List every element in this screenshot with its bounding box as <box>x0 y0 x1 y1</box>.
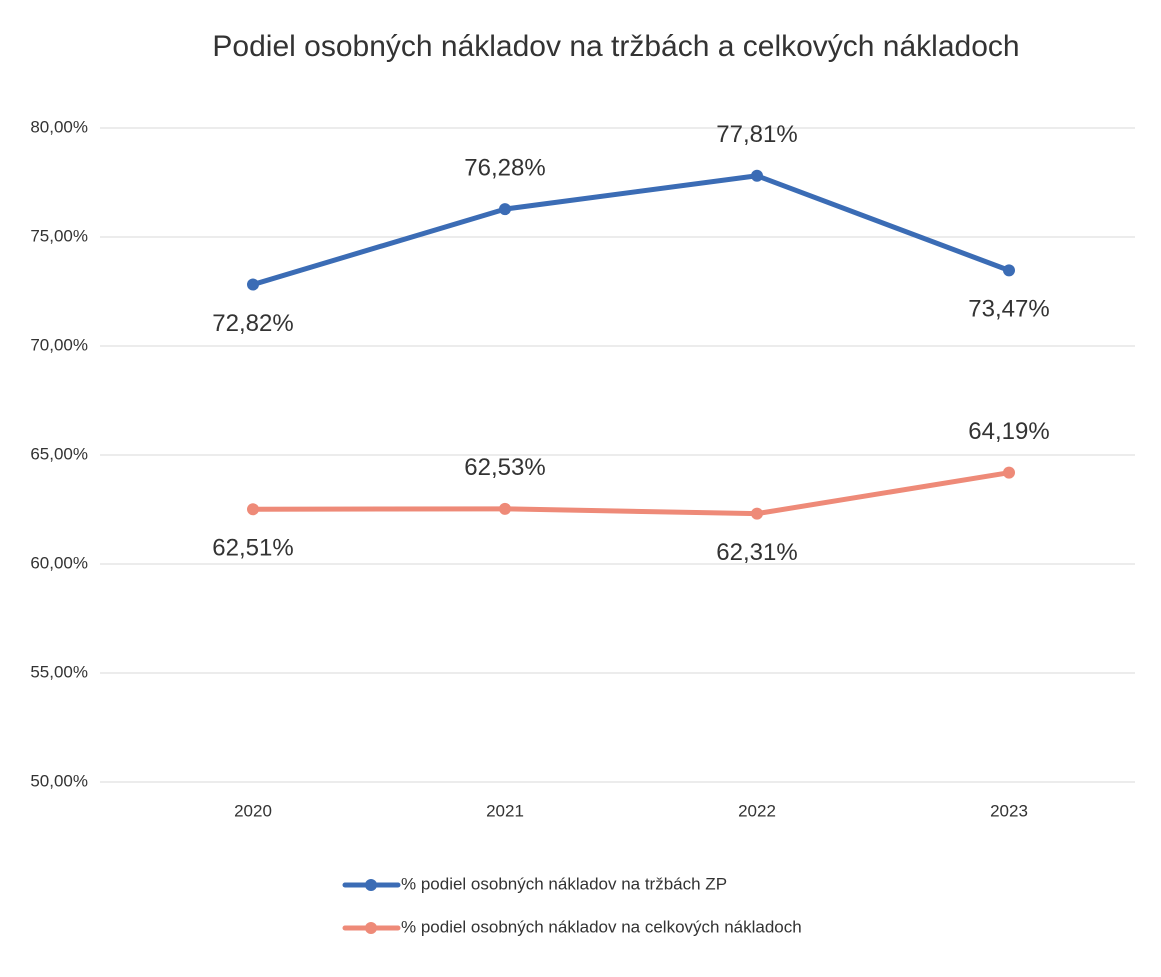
y-tick-label: 60,00% <box>30 553 88 572</box>
data-point <box>751 169 763 182</box>
data-point <box>1003 264 1015 277</box>
data-point <box>751 507 763 520</box>
data-point <box>247 278 259 291</box>
y-tick-label: 75,00% <box>30 226 88 245</box>
y-tick-label: 50,00% <box>30 771 88 790</box>
y-tick-label: 80,00% <box>30 117 88 136</box>
data-point <box>247 503 259 516</box>
legend-marker <box>365 879 377 891</box>
series-line <box>250 173 1012 288</box>
data-point <box>499 203 511 216</box>
chart-title: Podiel osobných nákladov na tržbách a ce… <box>212 30 1019 63</box>
data-label: 64,19% <box>968 418 1049 445</box>
x-tick-label: 2021 <box>486 801 524 820</box>
y-tick-label: 65,00% <box>30 444 88 463</box>
data-point <box>1003 466 1015 479</box>
data-label: 62,31% <box>716 539 797 566</box>
series-line <box>250 470 1012 517</box>
data-label: 73,47% <box>968 296 1049 323</box>
legend-label: % podiel osobných nákladov na celkových … <box>401 917 802 936</box>
legend-label: % podiel osobných nákladov na tržbách ZP <box>401 874 727 893</box>
x-tick-label: 2020 <box>234 801 272 820</box>
y-tick-label: 70,00% <box>30 335 88 354</box>
x-tick-label: 2022 <box>738 801 776 820</box>
data-label: 62,53% <box>464 454 545 481</box>
legend-marker <box>365 922 377 934</box>
data-label: 77,81% <box>716 121 797 148</box>
data-label: 62,51% <box>212 535 293 562</box>
y-tick-label: 55,00% <box>30 662 88 681</box>
x-tick-label: 2023 <box>990 801 1028 820</box>
data-label: 72,82% <box>212 310 293 337</box>
data-point <box>499 502 511 515</box>
data-label: 76,28% <box>464 154 545 181</box>
